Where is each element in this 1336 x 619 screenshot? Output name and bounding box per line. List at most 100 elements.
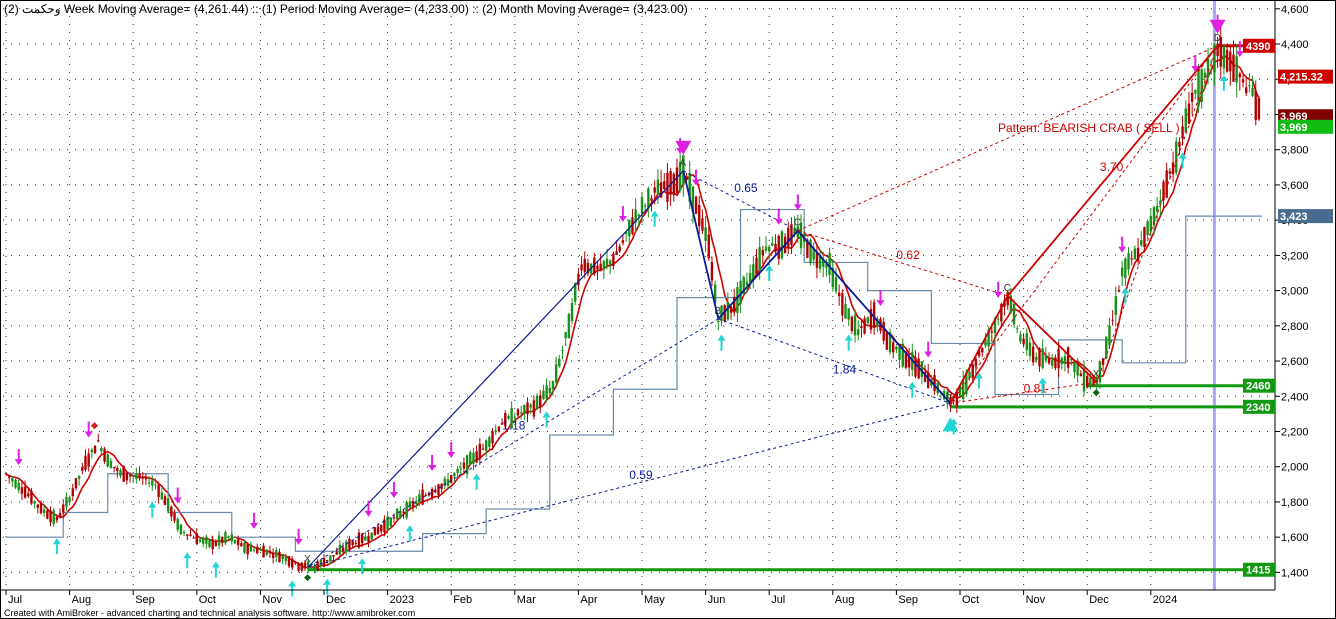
candle-body [233,539,237,544]
candle [157,481,160,504]
pattern-ratio-label: 0.65 [734,181,758,195]
candle-body [77,475,81,479]
candle [761,245,765,265]
x-tick-label: Aug [72,594,92,606]
candle-body [46,510,49,519]
candle-body [284,557,288,562]
candle [373,527,377,536]
candle [551,380,555,396]
candle [65,492,68,511]
candle-body [745,281,749,285]
candle [659,169,663,198]
candle [739,280,742,313]
chart-grid [3,0,1275,590]
candle-body [720,305,723,322]
candle [198,537,202,543]
candle [370,532,373,541]
candle-body [615,251,618,255]
sell-arrow-icon [676,137,685,154]
candle [526,397,529,423]
candle-body [535,395,539,409]
candle-body [1168,171,1172,174]
candle-body [386,516,389,530]
candle [1197,63,1200,113]
candle [478,437,482,465]
candle [574,282,577,306]
sell-arrow-head [428,464,437,471]
x-tick-label: Oct [962,594,979,606]
candle [618,243,621,253]
candle-body [513,417,516,419]
candle-body [87,453,90,467]
level-badge: 2460 [1243,378,1275,393]
candle-body [230,534,233,542]
candle-body [990,331,993,333]
candle-body [1143,227,1146,247]
candle-body [1054,357,1057,369]
candle [1184,100,1187,134]
pattern-point-label: C [1004,283,1011,294]
candle-body [430,488,434,498]
candle [1254,80,1257,126]
candle-body [151,480,154,486]
candle-body [1251,87,1254,96]
candle [1175,136,1178,176]
sell-arrow-icon [618,206,627,223]
candle [723,304,726,323]
candle [691,186,695,224]
pattern-ratio-label: 0.59 [629,468,653,482]
candle [647,186,650,218]
candle [23,480,27,499]
candle [1136,238,1140,266]
candle-body [771,243,774,246]
candle [42,504,46,517]
candle-body [545,385,548,399]
sell-arrow-head [1213,24,1222,31]
candle [675,158,679,194]
buy-arrow-head [542,411,551,418]
candle-body [1152,207,1156,226]
candle-body [376,526,380,535]
y-tick-label: 4,600 [1281,4,1309,16]
candle-body [882,321,885,341]
pattern-leg [1007,295,1098,383]
candle-body [961,378,965,400]
candle-body [612,253,615,266]
pattern-point-label: X [1093,369,1100,380]
candle [1076,358,1079,383]
candle [1120,260,1124,287]
candle-body [653,187,656,193]
candle-body [793,227,796,235]
candle-body [74,478,78,489]
candle-body [395,508,399,520]
candle-body [370,532,373,540]
candle [736,281,739,323]
candle [246,542,249,560]
candle-body [787,227,790,249]
level-badge-box [1243,378,1275,393]
candle-body [898,346,901,360]
candle-body [17,482,20,491]
sell-arrow-icon [1213,14,1222,31]
buy-arrow-icon [1178,152,1187,169]
candle-body [748,272,752,283]
candle-body [52,510,55,524]
candle-body [631,217,634,234]
candle-body [602,260,606,270]
candle [211,535,214,555]
candle [106,453,109,467]
candle-body [647,188,650,209]
buy-arrow-icon [542,411,551,428]
candle [901,338,904,369]
candle-body [812,247,815,260]
candle [1117,285,1121,293]
candle-body [1197,69,1200,107]
candle [195,528,198,545]
candle [895,345,898,353]
candle-body [348,538,351,549]
candle [1019,330,1022,344]
candle [68,495,71,505]
